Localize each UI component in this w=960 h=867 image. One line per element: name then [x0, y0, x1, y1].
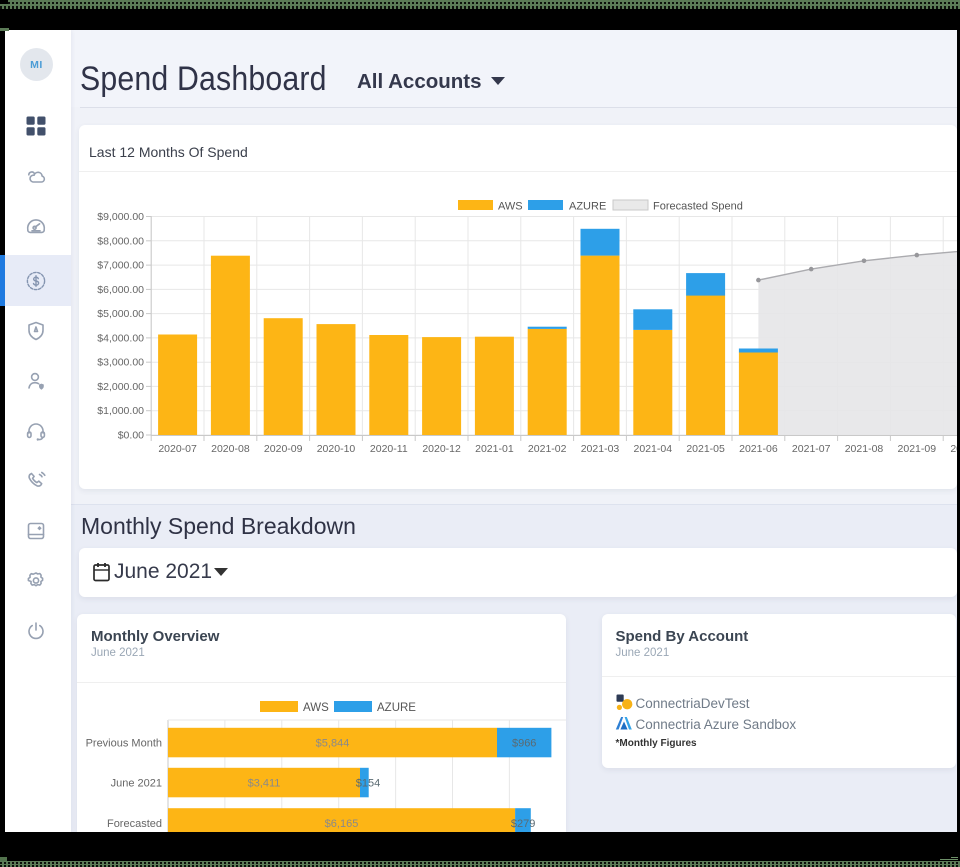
svg-text:2021-02: 2021-02	[528, 443, 567, 455]
svg-text:AZURE: AZURE	[377, 702, 416, 714]
svg-text:$279: $279	[511, 818, 535, 830]
svg-text:2021-08: 2021-08	[845, 443, 884, 455]
svg-text:AZURE: AZURE	[569, 201, 606, 213]
svg-text:$7,000.00: $7,000.00	[97, 260, 144, 272]
svg-text:$1,000.00: $1,000.00	[97, 405, 144, 417]
svg-text:$0.00: $0.00	[118, 430, 144, 442]
svg-text:Previous Month: Previous Month	[86, 738, 162, 750]
svg-text:2021-03: 2021-03	[581, 443, 620, 455]
svg-text:$2,000.00: $2,000.00	[97, 381, 144, 393]
svg-text:2020-09: 2020-09	[264, 443, 303, 455]
svg-text:2021-04: 2021-04	[634, 443, 673, 455]
svg-text:2021-10: 2021-10	[950, 443, 957, 455]
svg-text:June 2021: June 2021	[111, 778, 162, 790]
svg-text:2020-11: 2020-11	[370, 443, 408, 455]
svg-text:$5,844: $5,844	[316, 738, 350, 750]
svg-text:2020-07: 2020-07	[158, 443, 197, 455]
svg-text:$5,000.00: $5,000.00	[97, 308, 144, 320]
svg-text:2021-09: 2021-09	[898, 443, 937, 455]
svg-text:Forecasted: Forecasted	[107, 818, 162, 830]
svg-text:$6,000.00: $6,000.00	[97, 284, 144, 296]
svg-text:AWS: AWS	[303, 702, 329, 714]
svg-text:$6,165: $6,165	[325, 818, 359, 830]
svg-text:$9,000.00: $9,000.00	[97, 211, 144, 223]
svg-text:2020-12: 2020-12	[422, 443, 461, 455]
svg-text:2021-05: 2021-05	[686, 443, 725, 455]
svg-text:2021-07: 2021-07	[792, 443, 831, 455]
svg-text:Forecasted Spend: Forecasted Spend	[653, 201, 743, 213]
svg-text:$154: $154	[356, 778, 380, 790]
svg-text:2020-10: 2020-10	[317, 443, 356, 455]
svg-text:$3,411: $3,411	[248, 778, 281, 790]
svg-text:2021-06: 2021-06	[739, 443, 778, 455]
svg-text:$966: $966	[512, 738, 536, 750]
svg-text:$4,000.00: $4,000.00	[97, 332, 144, 344]
svg-text:$3,000.00: $3,000.00	[97, 357, 144, 369]
svg-text:2020-08: 2020-08	[211, 443, 250, 455]
svg-text:2021-01: 2021-01	[475, 443, 514, 455]
svg-text:$8,000.00: $8,000.00	[97, 235, 144, 247]
svg-text:AWS: AWS	[498, 201, 523, 213]
